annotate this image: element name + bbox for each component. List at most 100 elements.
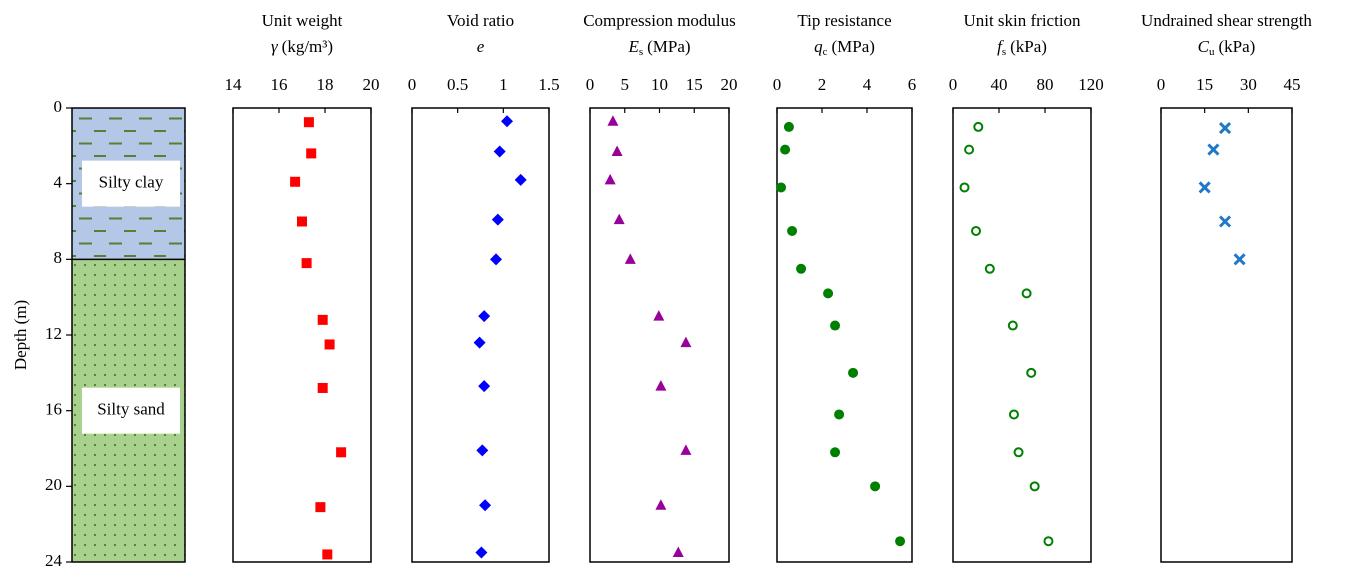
marker-square xyxy=(336,447,347,458)
x-tick-label: 40 xyxy=(991,75,1008,94)
x-tick-label: 0 xyxy=(773,75,782,94)
panel-axis-label: qc (MPa) xyxy=(814,37,875,58)
soil-label-box xyxy=(82,387,180,434)
x-tick-label: 18 xyxy=(317,75,334,94)
x-tick-label: 6 xyxy=(908,75,917,94)
marker-triangle xyxy=(604,173,616,185)
marker-open-circle xyxy=(973,121,984,132)
marker-open-circle xyxy=(1021,288,1032,299)
panel-title: Unit skin friction xyxy=(963,11,1081,30)
x-tick-label: 1.5 xyxy=(538,75,559,94)
marker-diamond xyxy=(500,115,513,128)
x-tick-label: 0 xyxy=(949,75,958,94)
marker-diamond xyxy=(478,380,491,393)
y-tick-label: 24 xyxy=(45,551,63,568)
x-tick-label: 120 xyxy=(1078,75,1104,94)
axis-unit: (kPa) xyxy=(1219,37,1256,56)
y-tick-label: 16 xyxy=(45,400,62,419)
marker-diamond xyxy=(491,213,504,226)
x-tick-label: 0 xyxy=(408,75,417,94)
points xyxy=(776,121,906,547)
marker-square xyxy=(322,549,333,560)
x-tick-label: 16 xyxy=(271,75,288,94)
panel-title: Undrained shear strength xyxy=(1141,11,1312,30)
marker-open-circle xyxy=(1043,536,1054,547)
x-tick-label: 0 xyxy=(1157,75,1166,94)
marker-circle xyxy=(776,182,787,193)
x-tick-label: 45 xyxy=(1284,75,1301,94)
y-tick-label: 4 xyxy=(54,173,63,192)
marker-open-circle xyxy=(959,182,970,193)
marker-square xyxy=(324,339,335,350)
axis-symbol-subscript: s xyxy=(639,46,643,58)
marker-cross xyxy=(1233,253,1246,266)
soil-label: Silty sand xyxy=(97,400,165,419)
marker-circle xyxy=(830,447,841,458)
marker-triangle xyxy=(607,115,619,126)
panel-axis-label: Es (MPa) xyxy=(627,37,690,58)
marker-triangle xyxy=(655,499,667,510)
axis-symbol: e xyxy=(477,37,485,56)
marker-triangle xyxy=(655,380,667,391)
marker-open-circle xyxy=(1026,367,1037,378)
marker-square xyxy=(303,117,314,128)
marker-circle xyxy=(783,121,794,132)
x-tick-label: 0 xyxy=(586,75,595,94)
marker-open-circle xyxy=(1008,409,1019,420)
marker-cross xyxy=(1218,121,1232,135)
marker-triangle xyxy=(613,213,625,225)
points xyxy=(959,121,1054,547)
y-tick-label: 0 xyxy=(54,97,63,116)
axis-symbol-subscript: s xyxy=(1002,46,1006,58)
marker-cross xyxy=(1198,181,1211,194)
x-tick-label: 15 xyxy=(1196,75,1213,94)
x-tick-label: 80 xyxy=(1037,75,1054,94)
panel-frame xyxy=(952,107,1092,563)
panel-axis-label: γ (kg/m³) xyxy=(271,37,333,56)
x-tick-label: 15 xyxy=(686,75,703,94)
marker-square xyxy=(301,258,312,269)
panel-frame xyxy=(232,107,372,563)
soil-label: Silty clay xyxy=(99,173,164,192)
marker-square xyxy=(317,314,328,325)
marker-diamond xyxy=(490,253,503,266)
x-tick-label: 30 xyxy=(1240,75,1257,94)
marker-triangle xyxy=(680,336,692,348)
marker-open-circle xyxy=(1013,447,1024,458)
x-tick-label: 20 xyxy=(721,75,738,94)
marker-diamond xyxy=(473,336,486,349)
marker-square xyxy=(306,148,317,159)
marker-circle xyxy=(834,409,845,420)
panel-title: Unit weight xyxy=(262,11,343,30)
marker-cross xyxy=(1207,143,1220,156)
points xyxy=(604,115,692,558)
x-tick-label: 10 xyxy=(651,75,668,94)
x-tick-label: 14 xyxy=(225,75,243,94)
axis-symbol-subscript: c xyxy=(823,46,828,58)
panel-axis-label: e xyxy=(477,37,485,56)
axis-symbol-subscript: u xyxy=(1209,46,1215,58)
panel-axis-label: fs (kPa) xyxy=(997,37,1047,58)
marker-circle xyxy=(787,225,798,236)
marker-circle xyxy=(780,144,791,155)
axis-symbol: E xyxy=(627,37,639,56)
x-tick-label: 5 xyxy=(621,75,630,94)
axis-unit: (kPa) xyxy=(1010,37,1047,56)
axis-unit: (MPa) xyxy=(647,37,690,56)
marker-open-circle xyxy=(1007,320,1018,331)
panel-frame xyxy=(1160,107,1293,563)
marker-cross xyxy=(1218,215,1232,228)
marker-diamond xyxy=(479,499,492,512)
panel-axis-label: Cu (kPa) xyxy=(1198,37,1256,58)
axis-symbol: q xyxy=(814,37,823,56)
x-tick-label: 2 xyxy=(818,75,827,94)
marker-open-circle xyxy=(984,263,995,274)
marker-triangle xyxy=(611,145,623,157)
marker-square xyxy=(315,502,326,513)
y-tick-label: 12 xyxy=(45,324,62,343)
y-tick-label: 20 xyxy=(45,475,62,494)
marker-circle xyxy=(895,536,906,547)
x-tick-label: 4 xyxy=(863,75,872,94)
